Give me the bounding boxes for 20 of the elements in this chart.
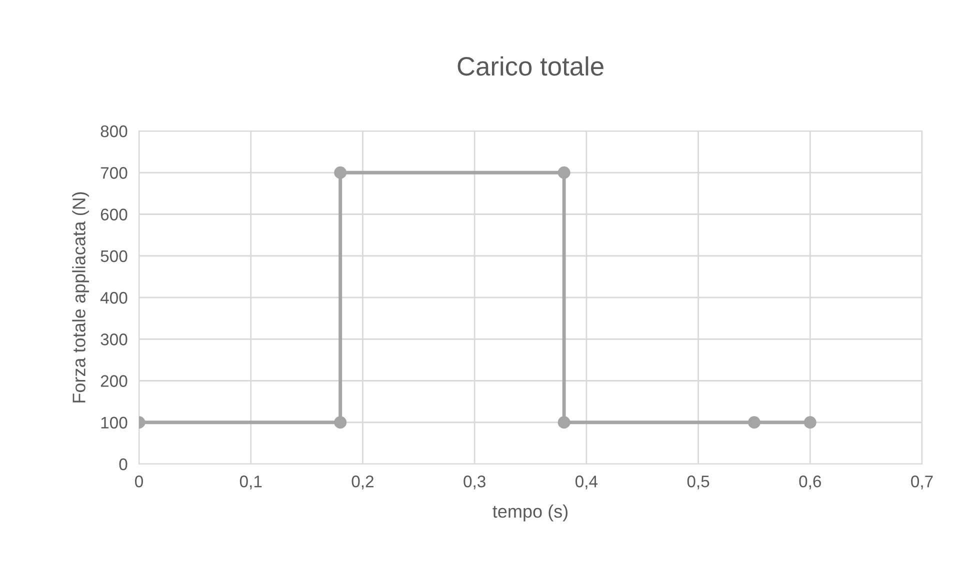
chart-title: Carico totale	[458, 56, 604, 76]
x-axis-title: tempo (s)	[492, 504, 568, 522]
y-axis-title: Forza totale appliacata (N)	[72, 192, 89, 402]
y-tick-label: 800	[100, 125, 128, 138]
y-tick-label: 600	[100, 208, 128, 220]
x-tick-label: 0	[135, 476, 143, 488]
x-tick-label: 0,3	[464, 476, 486, 490]
y-tick-label: 0	[119, 458, 128, 470]
y-tick-label: 400	[100, 292, 128, 304]
y-tick-label: 300	[100, 334, 128, 346]
y-tick-label: 100	[101, 416, 128, 429]
y-tick-label: 200	[100, 375, 128, 387]
x-tick-label: 0,7	[911, 476, 933, 490]
y-tick-label: 500	[100, 250, 128, 262]
x-tick-label: 0,6	[799, 476, 821, 490]
x-tick-label: 0,4	[575, 476, 598, 490]
y-tick-label: 700	[100, 167, 128, 179]
x-tick-label: 0,2	[352, 476, 374, 490]
x-tick-label: 0,5	[687, 476, 710, 490]
x-tick-label: 0,1	[240, 476, 262, 490]
